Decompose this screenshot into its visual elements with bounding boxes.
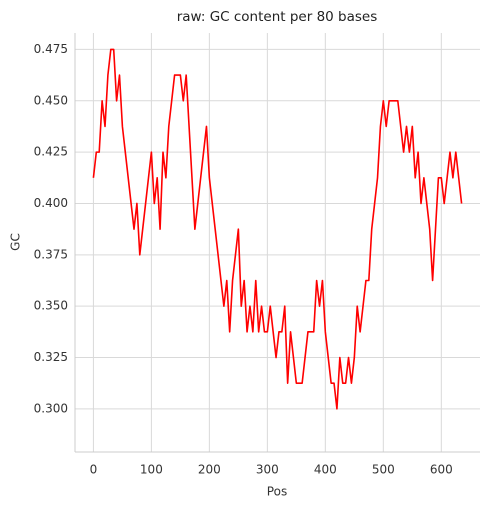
chart-title: raw: GC content per 80 bases	[177, 9, 378, 25]
x-axis-label: Pos	[267, 485, 287, 499]
line-series	[92, 48, 463, 410]
y-tick-label: 0.425	[34, 145, 68, 159]
plot	[92, 48, 463, 410]
y-tick-label: 0.400	[34, 196, 68, 210]
y-tick-label: 0.300	[34, 401, 68, 415]
x-tick-label: 500	[372, 463, 395, 477]
grid: 0.300 0.325 0.350 0.375 0.400 0.425 0.450 0.475…	[34, 33, 480, 477]
y-tick-label: 0.350	[34, 299, 68, 313]
y-tick-label: 0.325	[34, 350, 68, 364]
y-tick-label: 0.475	[34, 42, 68, 56]
x-tick-label: 0	[90, 463, 98, 477]
x-tick-label: 300	[256, 463, 279, 477]
y-axis-label: GC	[9, 233, 23, 251]
x-tick-label: 200	[198, 463, 221, 477]
x-tick-label: 600	[430, 463, 453, 477]
y-tick-label: 0.375	[34, 247, 68, 261]
x-tick-label: 400	[314, 463, 337, 477]
x-tick-label: 100	[140, 463, 163, 477]
y-tick-label: 0.450	[34, 93, 68, 107]
